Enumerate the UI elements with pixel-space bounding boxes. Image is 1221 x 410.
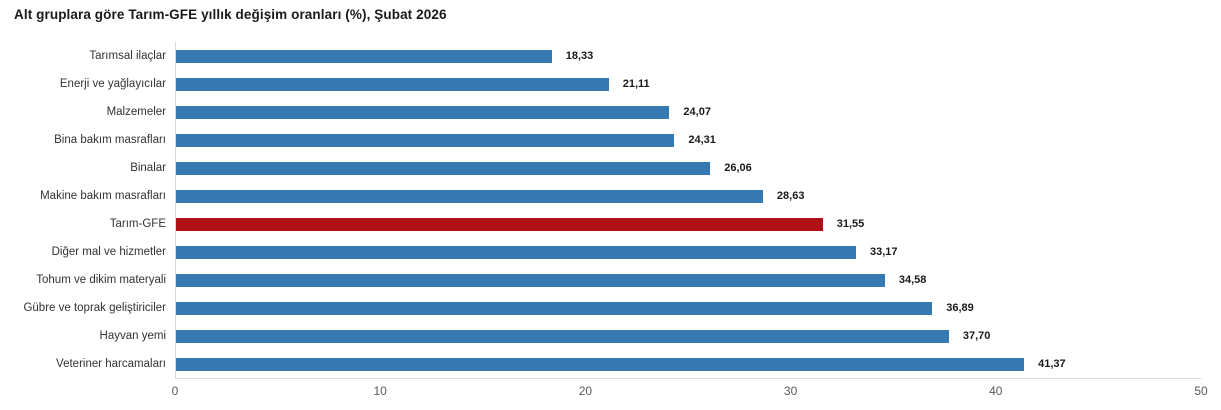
category-label: Binalar (130, 162, 166, 174)
x-tick-label: 0 (171, 384, 179, 398)
x-tick-label: 40 (989, 384, 1003, 398)
chart-title: Alt gruplara göre Tarım-GFE yıllık değiş… (14, 7, 447, 22)
category-axis: Tarımsal ilaçlar Enerji ve yağlayıcılar Ma… (0, 42, 175, 379)
value-label: 34,58 (898, 274, 927, 286)
value-label: 24,07 (683, 106, 711, 118)
bar (176, 105, 670, 119)
x-axis: 0 10 20 30 40 50 (171, 384, 1208, 402)
value-label: 18,33 (565, 50, 594, 62)
category-label: Enerji ve yağlayıcılar (59, 78, 166, 90)
bar (176, 329, 949, 343)
value-label: 36,89 (946, 302, 974, 314)
category-label: Tarım-GFE (109, 218, 166, 230)
x-tick-label: 20 (578, 384, 593, 398)
value-label: 26,06 (724, 162, 752, 174)
x-tick-label: 10 (373, 384, 387, 398)
bar (176, 273, 885, 287)
value-label: 33,17 (869, 246, 898, 258)
bar (176, 245, 856, 259)
bar-track: 31,55 (176, 210, 1201, 238)
x-tick-label: 30 (783, 384, 798, 398)
bar (176, 133, 675, 147)
bar (176, 357, 1025, 371)
bar-track: 24,31 (176, 126, 1201, 154)
category-label: Makine bakım masrafları (40, 190, 166, 202)
category-label: Tohum ve dikim materyali (36, 274, 166, 286)
bar-track: 34,58 (176, 266, 1201, 294)
category-label: Veteriner harcamaları (56, 358, 166, 370)
bar-track: 36,89 (176, 294, 1201, 322)
bar-track: 18,33 (176, 42, 1201, 70)
bar-track: 24,07 (176, 98, 1201, 126)
bar-track: 37,70 (176, 322, 1201, 350)
bar (176, 161, 711, 175)
bar-track: 33,17 (176, 238, 1201, 266)
value-label: 24,31 (688, 134, 716, 146)
category-label: Gübre ve toprak geliştiriciler (23, 302, 166, 314)
bar-track: 28,63 (176, 182, 1201, 210)
bar-track: 41,37 (176, 350, 1201, 378)
value-label: 28,63 (776, 190, 805, 202)
bar (176, 77, 609, 91)
bar-track: 26,06 (176, 154, 1201, 182)
value-label: 31,55 (836, 218, 865, 230)
value-label: 37,70 (962, 330, 991, 342)
bar (176, 49, 552, 63)
value-label: 41,37 (1038, 358, 1066, 370)
bars-area: 18,33 21,11 24,07 24,31 26,06 28,63 31,55 33,17… (175, 42, 1201, 379)
highlight-bar (176, 217, 823, 231)
plot-area: Tarımsal ilaçlar Enerji ve yağlayıcılar Ma… (0, 42, 1201, 379)
bar (176, 189, 763, 203)
bar (176, 301, 933, 315)
x-tick-label: 50 (1194, 384, 1208, 398)
category-label: Hayvan yemi (99, 330, 166, 342)
category-label: Malzemeler (106, 106, 166, 118)
category-label: Tarımsal ilaçlar (89, 50, 166, 62)
category-label: Bina bakım masrafları (54, 134, 166, 146)
category-label: Diğer mal ve hizmetler (51, 246, 166, 258)
value-label: 21,11 (622, 78, 650, 90)
bar-track: 21,11 (176, 70, 1201, 98)
